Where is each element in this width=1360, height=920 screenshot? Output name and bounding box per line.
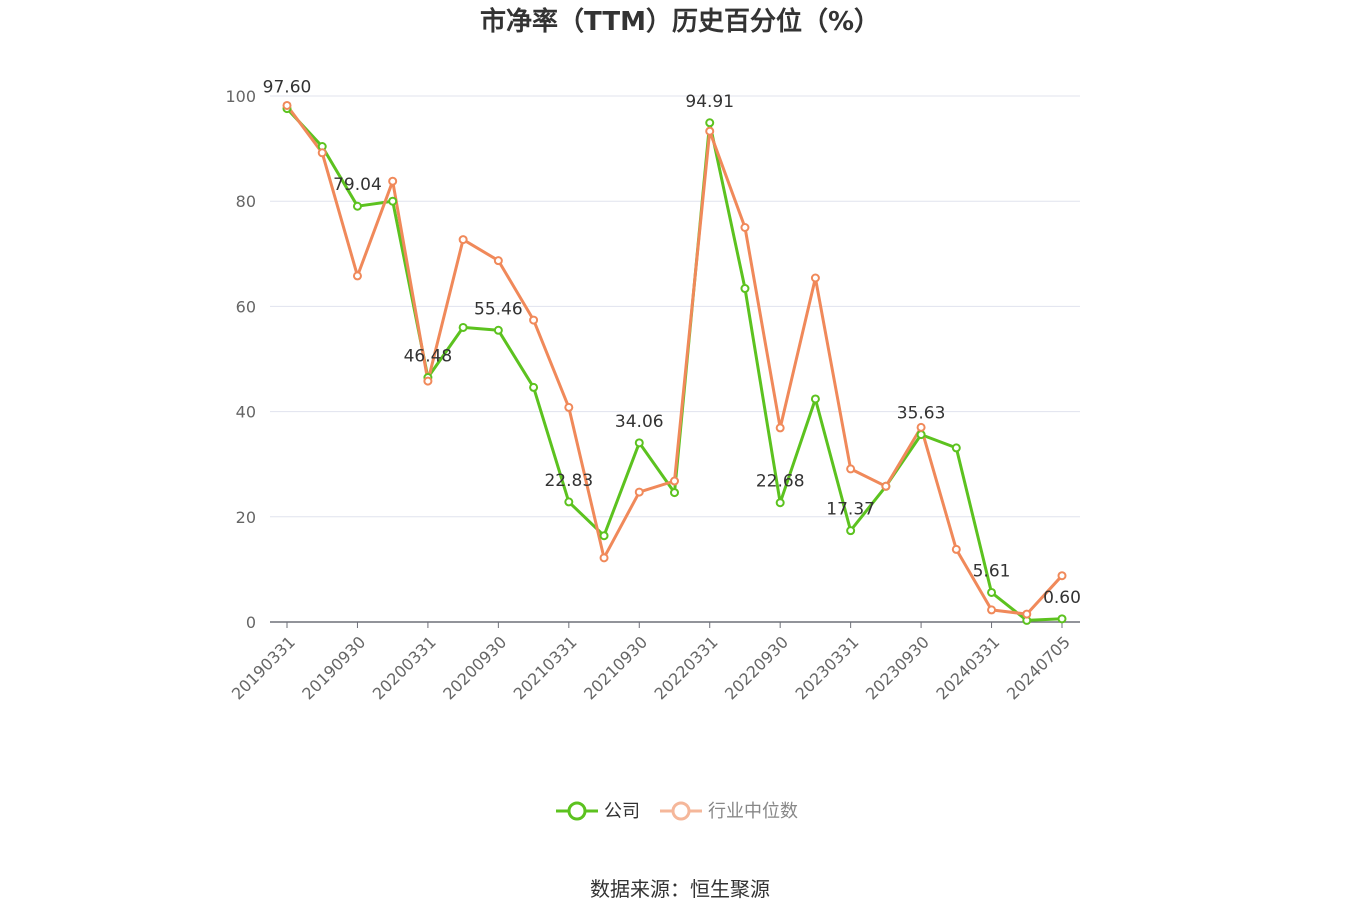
series-1-point[interactable] <box>951 544 961 554</box>
series-0-point[interactable] <box>705 118 715 128</box>
series-1-point[interactable] <box>1057 571 1067 581</box>
series-1-point[interactable] <box>599 553 609 563</box>
data-label: 46.48 <box>404 347 453 367</box>
series-1-point[interactable] <box>775 423 785 433</box>
gridlines <box>270 95 1080 518</box>
series-1-point[interactable] <box>740 223 750 232</box>
x-tick-label: 20230930 <box>862 632 933 703</box>
x-tick-label: 20220930 <box>721 632 792 703</box>
legend-marker <box>671 801 691 821</box>
series-1-point[interactable] <box>352 271 362 281</box>
legend-item-0[interactable]: 公司 <box>556 801 640 822</box>
series-0-point[interactable] <box>529 382 539 392</box>
y-tick-label: 20 <box>236 508 256 527</box>
series-1-point[interactable] <box>529 315 539 325</box>
series-0-point[interactable] <box>599 531 609 541</box>
chart-title: 市净率（TTM）历史百分位（%） <box>480 6 880 37</box>
series-0-point[interactable] <box>1057 614 1067 624</box>
x-tick-label: 20240705 <box>1003 632 1074 703</box>
series-1-point[interactable] <box>881 481 891 491</box>
series-1-point[interactable] <box>423 376 433 386</box>
data-label: 97.60 <box>263 78 312 98</box>
series-1-point[interactable] <box>670 476 679 486</box>
x-tick-label: 20240331 <box>932 632 1003 703</box>
data-label: 22.83 <box>544 471 593 491</box>
legend-item-1[interactable]: 行业中位数 <box>660 801 798 822</box>
series-1-point[interactable] <box>282 100 292 110</box>
x-tick-label: 20190331 <box>228 632 299 703</box>
data-label: 5.61 <box>973 561 1011 581</box>
y-tick-label: 60 <box>236 297 256 316</box>
series-1-point[interactable] <box>634 487 644 497</box>
x-tick-label: 20220331 <box>651 632 722 703</box>
y-tick-label: 100 <box>225 87 256 106</box>
legend[interactable]: 公司 行业中位数 <box>556 801 798 822</box>
series-1-point[interactable] <box>810 273 820 283</box>
data-label: 79.04 <box>333 175 382 195</box>
series-0-point[interactable] <box>352 201 362 211</box>
y-tick-label: 0 <box>246 613 256 632</box>
data-label: 55.46 <box>474 299 523 319</box>
legend-label: 公司 <box>604 801 640 822</box>
series-0-point[interactable] <box>493 325 503 335</box>
source-note: 数据来源：恒生聚源 <box>590 877 770 901</box>
series-0-point[interactable] <box>775 498 785 508</box>
series-1-point[interactable] <box>317 148 327 158</box>
x-tick-label: 20230331 <box>791 632 862 703</box>
series-1-point[interactable] <box>1022 609 1032 619</box>
y-tick-label: 40 <box>236 403 256 422</box>
series-0-point[interactable] <box>740 284 750 294</box>
data-label: 35.63 <box>897 404 946 424</box>
series-1-point[interactable] <box>564 402 574 412</box>
series-0-point[interactable] <box>634 438 644 448</box>
series-0-point[interactable] <box>564 497 574 507</box>
x-tick-label: 20200930 <box>439 632 510 703</box>
data-label: 0.60 <box>1043 588 1081 608</box>
series-0-point[interactable] <box>987 587 997 597</box>
series-1-point[interactable] <box>493 256 503 266</box>
series-1-point[interactable] <box>705 126 715 136</box>
data-label: 94.91 <box>685 92 734 112</box>
x-tick-label: 20210331 <box>510 632 581 703</box>
data-label: 17.37 <box>826 500 875 520</box>
series-0-point[interactable] <box>458 322 468 332</box>
data-label: 34.06 <box>615 412 664 432</box>
series-1-point[interactable] <box>458 235 468 245</box>
y-tick-label: 80 <box>236 192 256 211</box>
series-0-point[interactable] <box>388 196 398 206</box>
data-labels: 97.60 79.04 46.48 55.46 22.83 34.06 94.91 22.68… <box>263 78 1081 608</box>
legend-marker <box>567 801 587 821</box>
series-0-point[interactable] <box>846 526 856 536</box>
x-tick-label: 20200331 <box>369 632 440 703</box>
series-lines <box>282 100 1067 625</box>
series-0-point[interactable] <box>916 430 926 440</box>
series-0-point[interactable] <box>810 394 820 404</box>
series-0-point[interactable] <box>951 443 961 453</box>
series-1-point[interactable] <box>846 464 856 474</box>
data-label: 22.68 <box>756 472 805 492</box>
series-1-point[interactable] <box>916 422 926 432</box>
series-0-point[interactable] <box>670 488 679 498</box>
series-1-point[interactable] <box>388 176 398 186</box>
x-tick-label: 20190930 <box>298 632 369 703</box>
series-1-point[interactable] <box>987 605 997 615</box>
x-tick-label: 20210930 <box>580 632 651 703</box>
legend-label: 行业中位数 <box>708 801 798 822</box>
